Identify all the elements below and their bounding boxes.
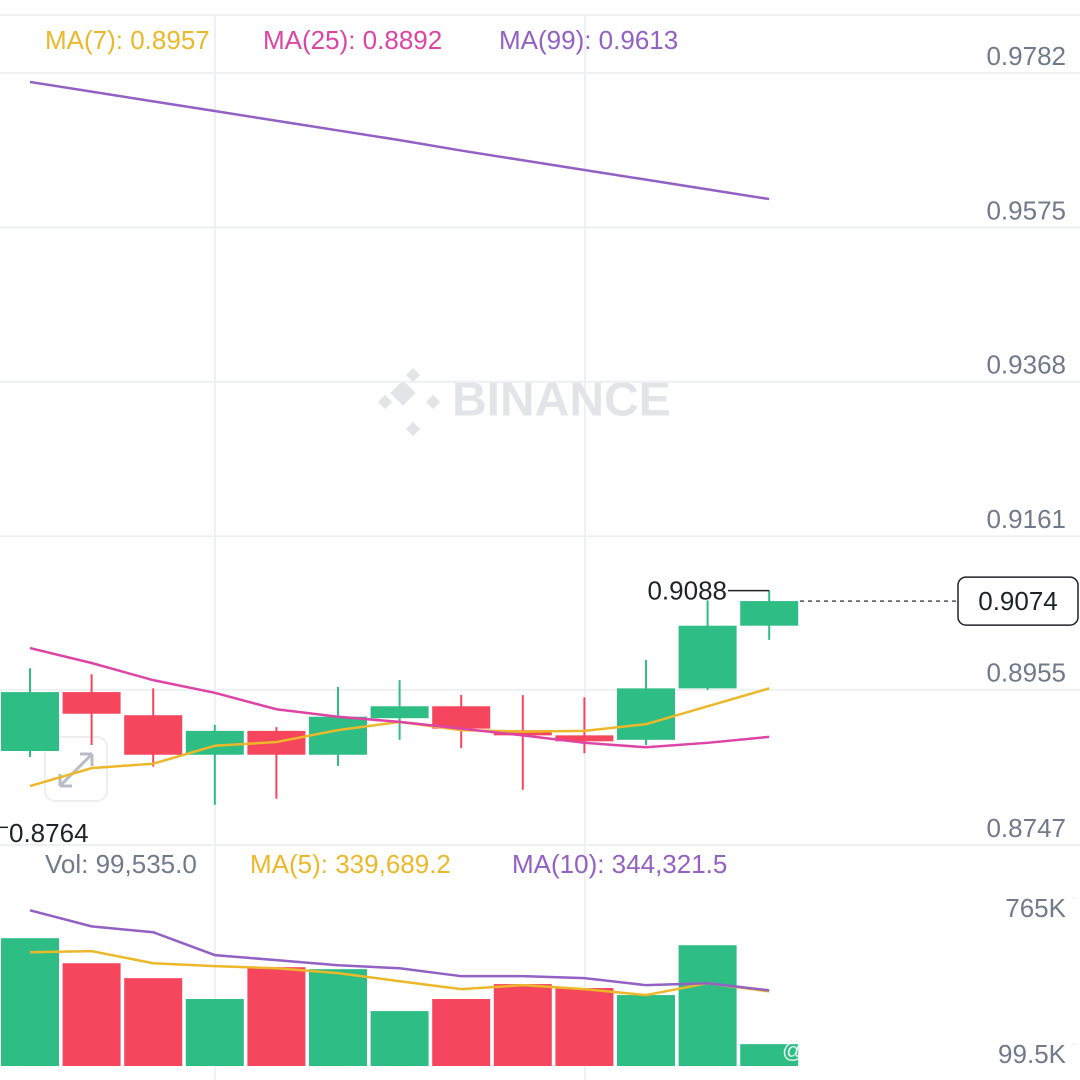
volume-bar: [1, 938, 59, 1066]
candle-body: [555, 735, 614, 742]
volume-bar: [247, 967, 306, 1066]
high-label: 0.9088: [647, 576, 727, 606]
candle-body: [678, 625, 737, 689]
candle-body: [62, 692, 121, 714]
volume-ma-line: [29, 949, 770, 997]
y-tick-label: 99.5K: [998, 1039, 1067, 1069]
y-tick-label: 0.9161: [986, 504, 1066, 534]
candle-body: [370, 706, 429, 719]
candle-body: [617, 688, 675, 740]
y-tick-label: 0.8747: [986, 813, 1066, 843]
volume-bar: [62, 963, 121, 1066]
candle-body: [432, 706, 491, 729]
y-tick-label: 0.9782: [986, 41, 1066, 71]
legend-entry: MA(10): 344,321.5: [512, 849, 727, 879]
volume-bar: [124, 978, 183, 1066]
y-tick-label: 0.8955: [986, 658, 1066, 688]
volume-bar: [555, 988, 614, 1066]
expand-button[interactable]: [44, 736, 108, 802]
ma-line: [29, 646, 770, 749]
low-label: 0.8764: [9, 818, 89, 848]
volume-bar: [678, 945, 737, 1066]
ma-line: [29, 80, 770, 201]
current-price-label: 0.9074: [978, 586, 1058, 616]
legend-entry: MA(5): 339,689.2: [250, 849, 451, 879]
volume-bar: [617, 995, 675, 1066]
current-price-box: [957, 576, 1079, 626]
y-tick-label: 0.9575: [986, 195, 1066, 225]
legend-entry: MA(99): 0.9613: [499, 25, 678, 55]
candle-body: [1, 692, 59, 752]
credit: @Hamza crypto: [782, 1038, 940, 1063]
volume-bar: [370, 1011, 429, 1066]
legend-entry: MA(25): 0.8892: [263, 25, 442, 55]
volume-bar: [309, 969, 367, 1066]
candle-body: [740, 601, 799, 626]
volume-bar: [740, 1044, 799, 1066]
legend-entry: Vol: 99,535.0: [45, 849, 197, 879]
candle-body: [309, 716, 367, 755]
volume-bar: [432, 999, 491, 1066]
watermark-logo: [377, 367, 441, 437]
volume-ma-line: [29, 909, 770, 992]
volume-bar: [185, 999, 244, 1066]
legend-entry: MA(7): 0.8957: [45, 25, 210, 55]
volume-bar: [493, 984, 552, 1066]
y-tick-label: 0.9368: [986, 350, 1066, 380]
y-tick-label: 765K: [1005, 893, 1066, 923]
candle-body: [124, 715, 183, 755]
